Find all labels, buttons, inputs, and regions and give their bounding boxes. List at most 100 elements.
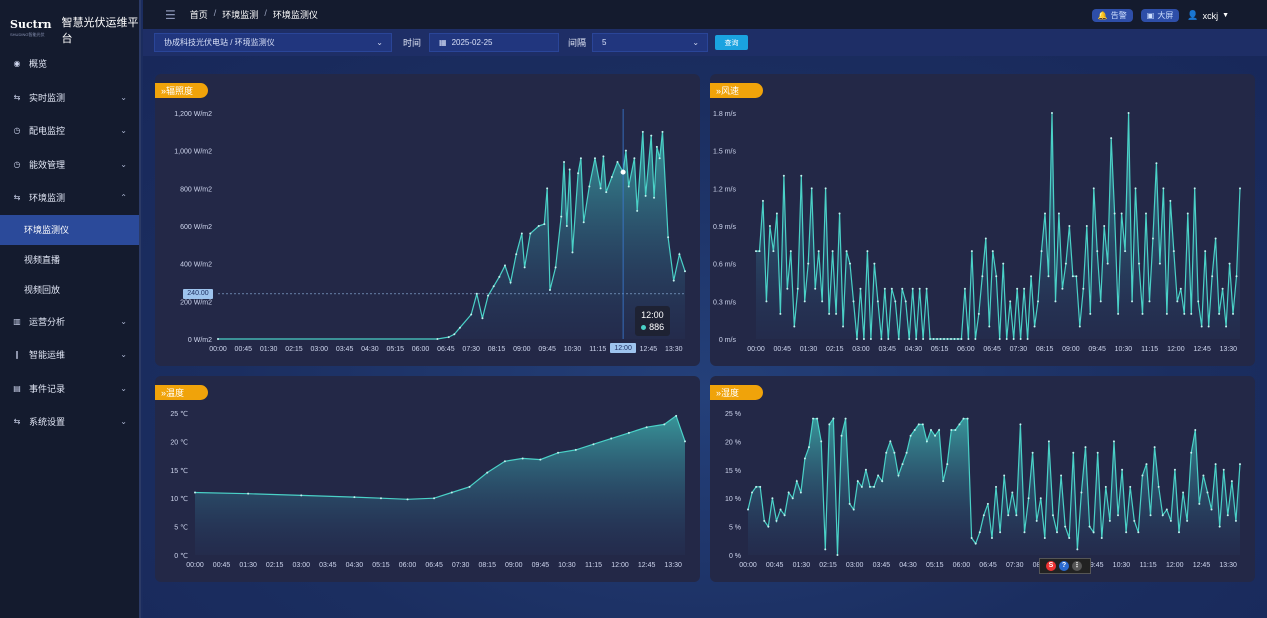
data-point[interactable] bbox=[1178, 531, 1181, 534]
data-point[interactable] bbox=[1002, 262, 1005, 265]
data-point[interactable] bbox=[848, 502, 851, 505]
data-point[interactable] bbox=[1200, 325, 1203, 328]
menu-toggle-icon[interactable]: ☰ bbox=[165, 7, 176, 22]
data-point[interactable] bbox=[1226, 514, 1229, 517]
data-point[interactable] bbox=[974, 542, 977, 545]
data-point[interactable] bbox=[779, 508, 782, 511]
data-point[interactable] bbox=[782, 174, 785, 177]
data-point[interactable] bbox=[515, 253, 518, 256]
user-menu[interactable]: 👤 xckj ▼ bbox=[1187, 10, 1229, 21]
data-point[interactable] bbox=[1165, 508, 1168, 511]
data-point[interactable] bbox=[873, 485, 876, 488]
data-point[interactable] bbox=[1103, 225, 1106, 227]
data-point[interactable] bbox=[1015, 514, 1018, 517]
data-point[interactable] bbox=[1182, 491, 1185, 494]
data-point[interactable] bbox=[486, 471, 489, 474]
data-point[interactable] bbox=[1193, 187, 1196, 190]
data-point[interactable] bbox=[1047, 440, 1050, 443]
data-point[interactable] bbox=[894, 300, 897, 303]
data-point[interactable] bbox=[929, 338, 932, 340]
data-point[interactable] bbox=[942, 480, 945, 483]
data-point[interactable] bbox=[880, 338, 883, 340]
data-point[interactable] bbox=[1141, 312, 1144, 315]
data-point[interactable] bbox=[775, 212, 778, 215]
data-point[interactable] bbox=[943, 338, 946, 340]
data-point[interactable] bbox=[247, 492, 250, 495]
data-point[interactable] bbox=[775, 519, 778, 522]
data-point[interactable] bbox=[521, 457, 524, 460]
data-point[interactable] bbox=[353, 496, 356, 499]
data-point[interactable] bbox=[1030, 275, 1033, 278]
data-point[interactable] bbox=[557, 451, 560, 454]
data-point[interactable] bbox=[1096, 451, 1099, 454]
data-point[interactable] bbox=[1228, 262, 1231, 265]
data-point[interactable] bbox=[1057, 212, 1060, 215]
data-point[interactable] bbox=[821, 300, 824, 303]
data-point[interactable] bbox=[1155, 162, 1158, 165]
data-point[interactable] bbox=[1023, 287, 1026, 290]
data-point[interactable] bbox=[925, 440, 928, 443]
data-point[interactable] bbox=[849, 262, 852, 265]
data-point[interactable] bbox=[1190, 312, 1193, 315]
data-point[interactable] bbox=[554, 266, 557, 269]
data-point[interactable] bbox=[889, 440, 892, 443]
data-point[interactable] bbox=[684, 440, 686, 443]
data-point[interactable] bbox=[658, 157, 661, 160]
more-icon[interactable]: ⋮ bbox=[1072, 561, 1082, 571]
data-point[interactable] bbox=[1138, 262, 1141, 265]
data-point[interactable] bbox=[820, 440, 823, 443]
data-point[interactable] bbox=[1112, 440, 1115, 443]
data-point[interactable] bbox=[481, 317, 484, 320]
data-point[interactable] bbox=[893, 451, 896, 454]
data-point[interactable] bbox=[1092, 187, 1095, 190]
data-point[interactable] bbox=[1068, 225, 1071, 227]
data-point[interactable] bbox=[1033, 325, 1036, 328]
data-point[interactable] bbox=[1125, 531, 1128, 534]
data-point[interactable] bbox=[905, 451, 908, 454]
data-point[interactable] bbox=[1117, 514, 1120, 517]
data-point[interactable] bbox=[1106, 262, 1109, 265]
data-point[interactable] bbox=[807, 446, 810, 449]
data-point[interactable] bbox=[1235, 275, 1238, 278]
data-point[interactable] bbox=[929, 429, 932, 432]
data-point[interactable] bbox=[1121, 468, 1124, 471]
data-point[interactable] bbox=[832, 417, 835, 420]
data-point[interactable] bbox=[814, 287, 817, 290]
data-point[interactable] bbox=[1078, 325, 1081, 328]
data-point[interactable] bbox=[1011, 491, 1014, 494]
data-point[interactable] bbox=[1204, 250, 1207, 253]
data-point[interactable] bbox=[824, 187, 827, 190]
data-point[interactable] bbox=[529, 232, 532, 235]
data-point[interactable] bbox=[487, 294, 490, 297]
data-point[interactable] bbox=[772, 250, 775, 253]
data-point[interactable] bbox=[503, 264, 506, 267]
data-point[interactable] bbox=[812, 417, 815, 420]
data-point[interactable] bbox=[1211, 275, 1214, 278]
data-point[interactable] bbox=[1071, 275, 1074, 278]
data-point[interactable] bbox=[986, 502, 989, 505]
data-point[interactable] bbox=[787, 491, 790, 494]
data-point[interactable] bbox=[667, 236, 670, 239]
data-point[interactable] bbox=[633, 157, 636, 160]
data-point[interactable] bbox=[913, 429, 916, 432]
data-point[interactable] bbox=[577, 172, 580, 175]
data-point[interactable] bbox=[1218, 525, 1221, 528]
data-point[interactable] bbox=[1039, 497, 1042, 500]
data-point[interactable] bbox=[883, 287, 886, 290]
data-point[interactable] bbox=[783, 514, 786, 517]
data-point[interactable] bbox=[523, 266, 526, 269]
data-point[interactable] bbox=[1131, 300, 1134, 303]
data-point[interactable] bbox=[1047, 275, 1050, 278]
sidebar-subitem[interactable]: 视频直播 bbox=[24, 255, 61, 265]
data-point[interactable] bbox=[1153, 446, 1156, 449]
data-point[interactable] bbox=[950, 429, 953, 432]
data-point[interactable] bbox=[758, 250, 761, 253]
data-point[interactable] bbox=[1092, 531, 1095, 534]
data-point[interactable] bbox=[675, 414, 678, 417]
data-point[interactable] bbox=[593, 157, 596, 160]
data-point[interactable] bbox=[901, 287, 904, 290]
data-point[interactable] bbox=[1214, 237, 1217, 240]
data-point[interactable] bbox=[1214, 463, 1217, 466]
data-point[interactable] bbox=[1225, 325, 1228, 328]
data-point[interactable] bbox=[1027, 497, 1030, 500]
